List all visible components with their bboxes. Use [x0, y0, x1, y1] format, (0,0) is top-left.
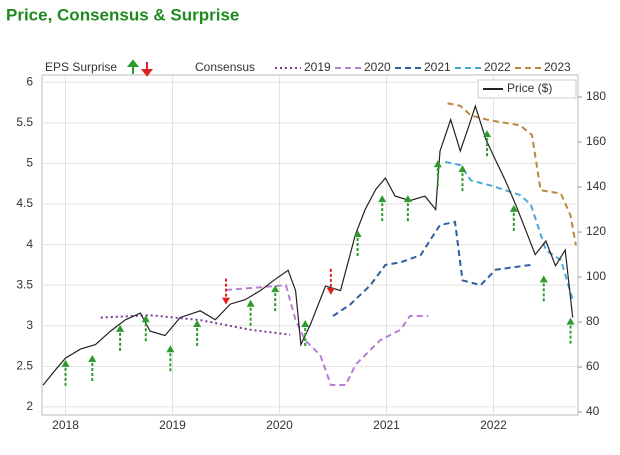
surprise-legend-label: EPS Surprise: [45, 60, 117, 74]
legend-label: 2019: [304, 60, 331, 74]
surprise-head: [193, 320, 202, 328]
legend-down-arrow: [140, 62, 154, 77]
x-tick-label: 2020: [266, 418, 293, 432]
surprise-head: [141, 315, 150, 323]
y-tick-label: 3: [26, 318, 33, 332]
y-tick-label: 5.5: [16, 115, 33, 129]
surprise-head: [61, 359, 70, 367]
y2-tick-label: 100: [586, 269, 606, 283]
y2-tick-label: 80: [586, 314, 600, 328]
y-tick-label: 2: [26, 399, 33, 413]
legend-label: 2022: [484, 60, 511, 74]
surprise-head: [88, 354, 97, 362]
surprise-head: [458, 165, 467, 173]
surprise-head: [116, 324, 125, 332]
series-line: [332, 220, 532, 317]
chart-title: Price, Consensus & Surprise: [6, 5, 239, 24]
y-tick-label: 5: [26, 156, 33, 170]
surprise-head: [403, 195, 412, 203]
y2-tick-label: 40: [586, 404, 600, 418]
y-tick-label: 2.5: [16, 358, 33, 372]
surprise-head: [353, 229, 362, 237]
surprise-head: [246, 299, 255, 307]
surprise-head: [166, 345, 175, 353]
surprise-head: [433, 160, 442, 168]
surprise-head: [326, 287, 335, 295]
x-tick-label: 2021: [373, 418, 400, 432]
y2-tick-label: 180: [586, 89, 606, 103]
surprise-head: [509, 204, 518, 212]
surprise-head: [301, 320, 310, 328]
legend-label: 2021: [424, 60, 451, 74]
y-tick-label: 4.5: [16, 196, 33, 210]
surprise-head: [566, 317, 575, 325]
legend-label: 2023: [544, 60, 571, 74]
legend-label: 2020: [364, 60, 391, 74]
y-tick-label: 6: [26, 74, 33, 88]
y-tick-label: 4: [26, 237, 33, 251]
legend-up-arrow: [126, 59, 140, 74]
legend-label: Price ($): [507, 81, 552, 95]
surprise-head: [222, 297, 231, 305]
surprise-head: [539, 275, 548, 283]
x-tick-label: 2018: [52, 418, 79, 432]
y2-tick-label: 120: [586, 224, 606, 238]
y2-tick-label: 160: [586, 134, 606, 148]
y2-tick-label: 140: [586, 179, 606, 193]
surprise-head: [271, 285, 280, 293]
x-tick-label: 2019: [159, 418, 186, 432]
consensus-legend-label: Consensus: [195, 60, 255, 74]
series-line: [447, 102, 577, 246]
surprise-head: [483, 130, 492, 138]
series-line: [445, 160, 574, 301]
series-line: [225, 284, 429, 386]
x-tick-label: 2022: [480, 418, 507, 432]
price-legend-box: [477, 79, 577, 99]
y2-tick-label: 60: [586, 359, 600, 373]
surprise-head: [378, 195, 387, 203]
y-tick-label: 3.5: [16, 277, 33, 291]
